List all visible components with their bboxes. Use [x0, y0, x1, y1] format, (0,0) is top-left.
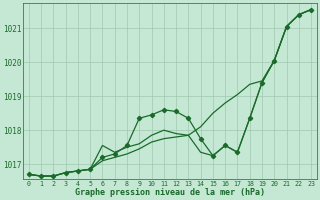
X-axis label: Graphe pression niveau de la mer (hPa): Graphe pression niveau de la mer (hPa): [75, 188, 265, 197]
